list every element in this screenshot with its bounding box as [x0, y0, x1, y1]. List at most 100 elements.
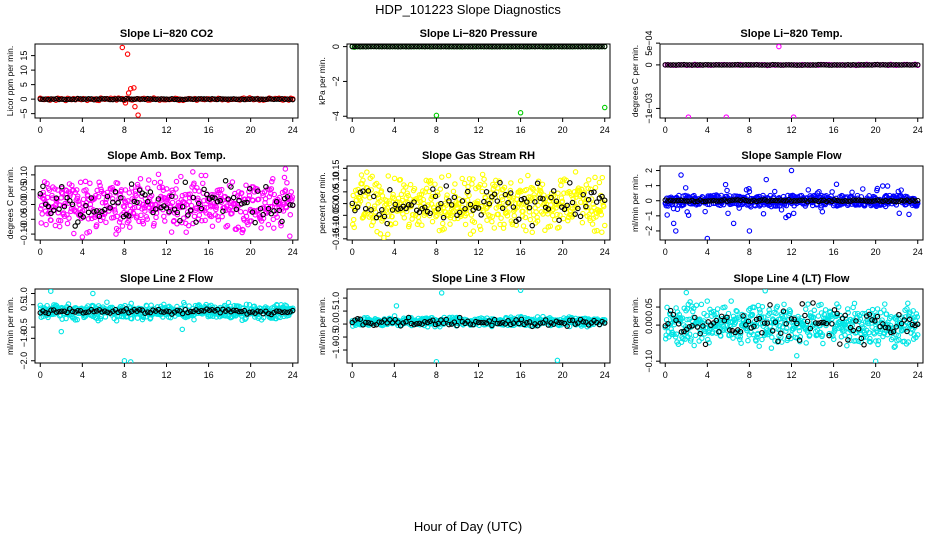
data-point	[577, 213, 584, 220]
data-point	[689, 323, 695, 329]
data-point	[440, 214, 447, 221]
data-point	[357, 44, 364, 50]
data-point	[72, 309, 78, 315]
data-point	[527, 216, 534, 223]
data-point	[775, 62, 781, 68]
data-point	[416, 44, 423, 50]
data-point	[914, 203, 920, 209]
data-point	[891, 344, 898, 350]
data-point	[430, 186, 436, 192]
data-point	[538, 189, 544, 195]
data-point	[844, 342, 850, 349]
data-point	[481, 319, 487, 326]
data-point	[249, 96, 256, 102]
data-point	[786, 212, 792, 219]
data-point	[424, 44, 431, 50]
data-point	[261, 189, 268, 195]
data-point	[683, 289, 690, 296]
data-point	[196, 212, 203, 218]
data-point	[454, 322, 460, 329]
data-point	[360, 214, 367, 220]
data-point	[276, 207, 283, 214]
data-point	[104, 299, 110, 305]
points-layer	[662, 289, 921, 363]
data-point	[812, 320, 819, 326]
data-point	[716, 62, 722, 68]
data-point	[137, 175, 144, 182]
data-point	[226, 182, 233, 189]
data-point	[451, 319, 458, 325]
data-point	[855, 338, 862, 345]
data-point	[161, 96, 167, 102]
data-point	[271, 208, 277, 214]
data-point	[440, 320, 447, 326]
data-point	[289, 202, 296, 208]
data-point	[523, 186, 530, 193]
data-point	[912, 198, 918, 204]
data-point	[812, 197, 819, 204]
data-point	[830, 336, 837, 343]
data-point	[400, 320, 407, 326]
data-point	[391, 175, 398, 182]
y-tick-label: −0.10	[19, 223, 29, 246]
data-point	[494, 44, 501, 50]
data-point	[481, 182, 488, 188]
data-point	[446, 321, 452, 328]
data-point	[384, 320, 390, 326]
data-point	[118, 96, 124, 102]
x-tick-label: 12	[786, 370, 796, 380]
data-point	[241, 96, 248, 103]
data-point	[131, 306, 138, 313]
data-point	[265, 221, 272, 228]
data-point	[494, 198, 501, 204]
data-point	[802, 197, 808, 203]
data-point	[698, 301, 705, 308]
data-point	[354, 44, 361, 50]
data-point	[704, 235, 711, 240]
data-point	[735, 61, 741, 68]
y-tick-label: 0.5	[331, 305, 341, 318]
data-point	[64, 195, 70, 201]
data-point	[73, 187, 80, 193]
data-point	[561, 190, 567, 196]
data-point	[134, 181, 141, 188]
data-point	[705, 198, 711, 204]
data-point	[481, 44, 487, 50]
data-point	[540, 44, 546, 50]
data-point	[273, 308, 280, 314]
data-point	[190, 220, 196, 227]
data-point	[140, 221, 147, 227]
data-point	[386, 198, 392, 204]
y-tick-label: 1.0	[331, 292, 341, 305]
data-point	[732, 197, 738, 203]
data-point	[115, 227, 122, 233]
data-point	[759, 197, 765, 203]
data-point	[139, 96, 146, 102]
data-point	[195, 96, 202, 102]
data-point	[478, 319, 484, 326]
data-point	[263, 183, 269, 190]
points-layer	[37, 289, 296, 363]
data-point	[216, 187, 223, 193]
data-point	[466, 176, 473, 182]
data-point	[545, 206, 552, 212]
data-point	[119, 44, 126, 51]
data-point	[276, 194, 283, 201]
data-point	[392, 220, 399, 227]
data-point	[905, 339, 912, 345]
data-point	[432, 321, 439, 328]
data-point	[470, 176, 476, 182]
y-tick-label: −1.0	[19, 329, 29, 347]
data-point	[893, 202, 900, 208]
data-point	[91, 209, 97, 215]
data-point	[829, 198, 835, 205]
data-point	[429, 218, 436, 225]
data-point	[67, 96, 73, 103]
points-layer	[349, 289, 608, 363]
data-point	[224, 222, 231, 229]
data-point	[893, 198, 900, 205]
data-point	[896, 62, 902, 68]
data-point	[748, 198, 754, 204]
data-point	[179, 96, 186, 103]
